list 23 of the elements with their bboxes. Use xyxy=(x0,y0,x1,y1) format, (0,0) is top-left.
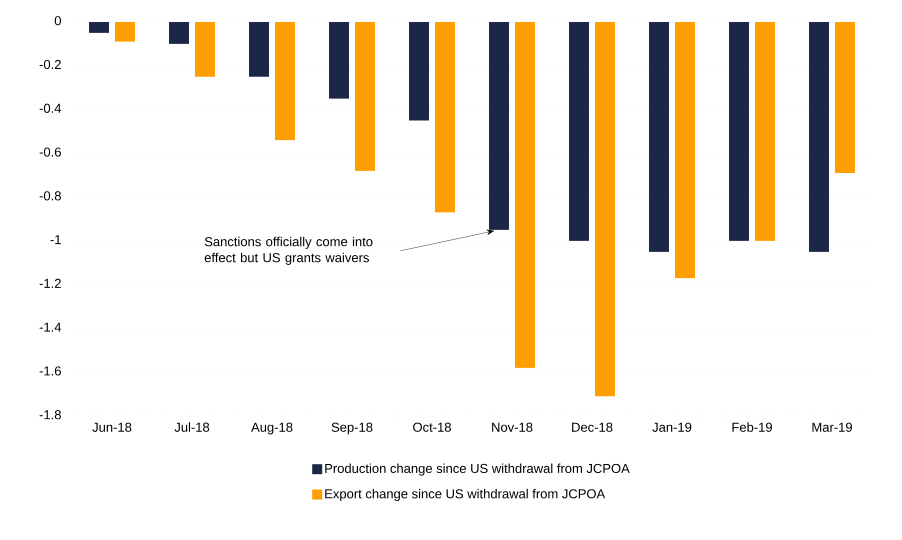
y-tick-label: -0.8 xyxy=(40,191,61,200)
y-tick-label: -0.4 xyxy=(40,104,62,113)
y-tick-label: -0.2 xyxy=(40,60,61,70)
x-tick-label: Mar-19 xyxy=(812,422,852,432)
x-tick-label: Jun-18 xyxy=(92,422,132,432)
x-tick-label: Feb-19 xyxy=(732,422,772,432)
y-tick-label: -1.2 xyxy=(40,278,61,288)
x-tick-label: Dec-18 xyxy=(572,422,612,432)
legend-label: Export change since US withdrawal from JCPOA xyxy=(325,488,606,501)
annotation: Sanctions officially come into effect but US grants waivers xyxy=(204,236,372,265)
x-tick-label: Nov-18 xyxy=(492,422,532,432)
y-tick-label: -0.6 xyxy=(40,147,61,157)
y-tick-label: -1.6 xyxy=(40,366,61,376)
y-tick-label: 0 xyxy=(54,16,61,26)
x-tick-label: Oct-18 xyxy=(413,422,451,432)
x-tick-label: Jul-18 xyxy=(174,422,210,432)
y-tick-label: -1.8 xyxy=(40,410,61,420)
y-tick-label: -1 xyxy=(50,235,61,244)
x-tick-label: Jan-19 xyxy=(652,422,692,432)
legend-label: Production change since US withdrawal from JCPOA xyxy=(325,464,630,476)
x-tick-label: Aug-18 xyxy=(251,422,292,434)
x-tick-label: Sep-18 xyxy=(332,422,372,434)
y-tick-label: -1.4 xyxy=(40,322,62,332)
